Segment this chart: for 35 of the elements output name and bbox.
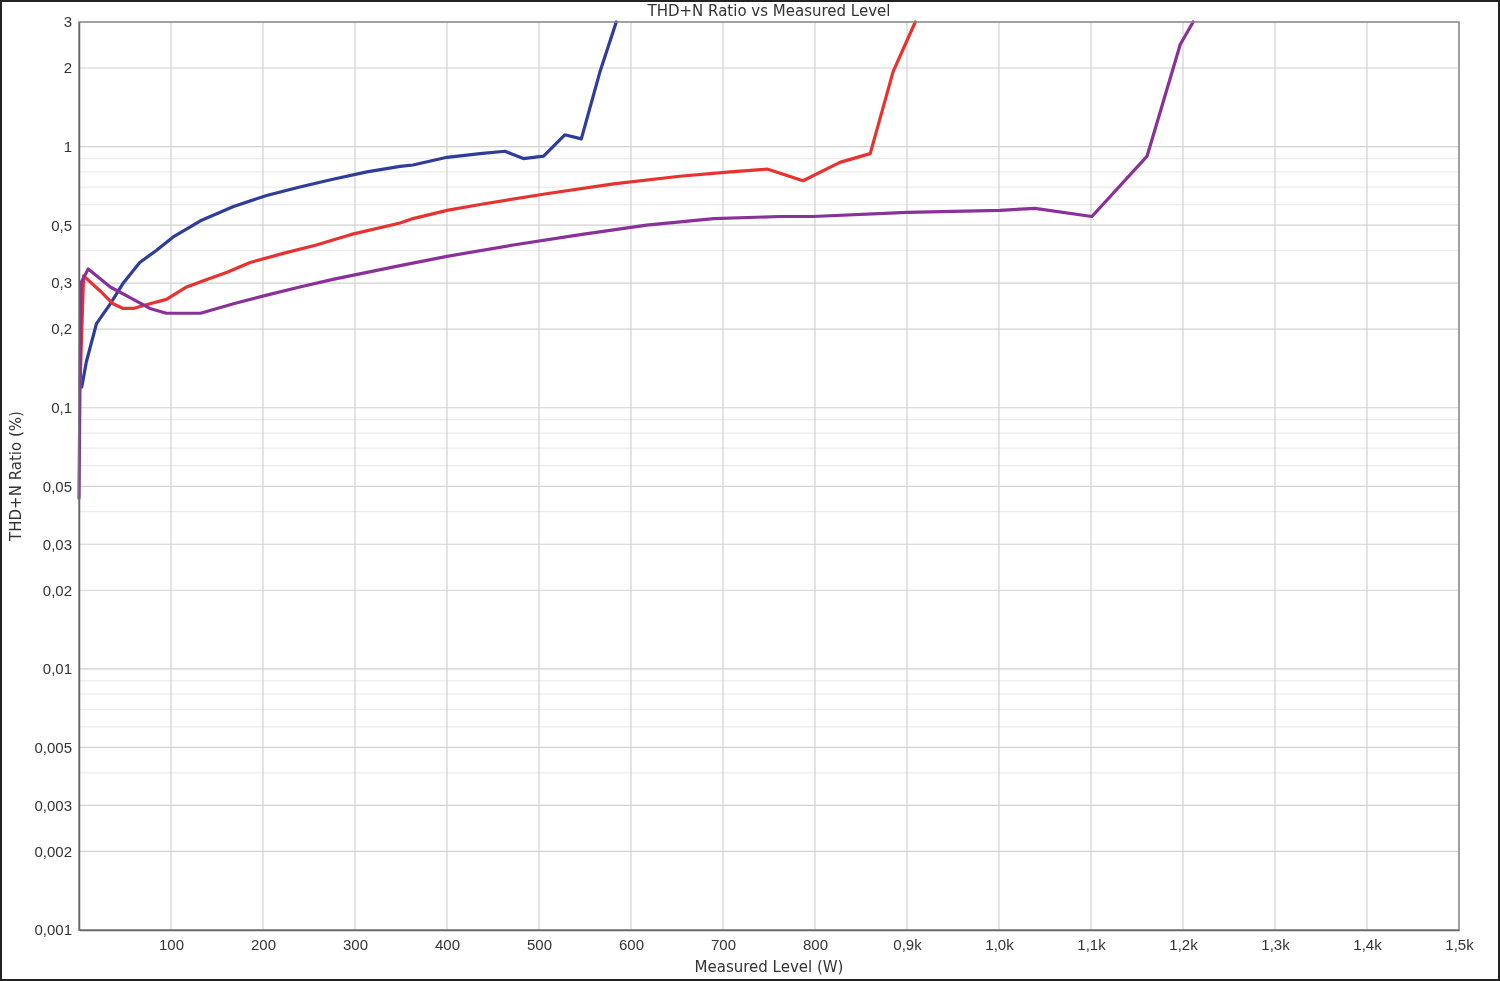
x-tick-label: 700 <box>710 935 737 953</box>
x-axis-title: Measured Level (W) <box>694 958 844 976</box>
x-tick-label: 0,9k <box>893 935 923 953</box>
x-tick-label: 1,0k <box>985 935 1015 953</box>
y-tick-label: 2 <box>63 59 72 77</box>
x-tick-label: 1,4k <box>1353 935 1383 953</box>
line-series <box>77 20 1195 500</box>
y-tick-label: 0,03 <box>42 535 72 553</box>
y-tick-label: 1 <box>63 137 72 155</box>
y-tick-label: 0,3 <box>51 274 72 292</box>
y-tick-label: 0,2 <box>51 320 72 338</box>
y-tick-label: 0,003 <box>34 796 72 814</box>
x-tick-label: 1,3k <box>1261 935 1291 953</box>
x-tick-label: 100 <box>158 935 185 953</box>
y-tick-label: 0,05 <box>42 477 72 495</box>
x-tick-label: 600 <box>618 935 645 953</box>
x-tick-label: 1,5k <box>1445 935 1475 953</box>
x-tick-label: 200 <box>250 935 277 953</box>
x-tick-label: 800 <box>802 935 829 953</box>
y-axis-title: THD+N Ratio (%) <box>7 411 25 542</box>
y-tick-label: 3 <box>63 13 72 31</box>
x-tick-label: 300 <box>342 935 369 953</box>
line-series <box>80 20 618 389</box>
y-tick-label: 0,002 <box>34 842 72 860</box>
y-tick-label: 0,001 <box>34 921 72 939</box>
y-tick-label: 0,5 <box>51 216 72 234</box>
y-tick-label: 0,005 <box>34 738 72 756</box>
y-tick-label: 0,01 <box>42 660 72 678</box>
x-tick-label: 400 <box>434 935 461 953</box>
x-tick-label: 1,2k <box>1169 935 1199 953</box>
x-tick-label: 1,1k <box>1077 935 1107 953</box>
y-tick-label: 0,1 <box>51 399 72 417</box>
x-tick-label: 500 <box>526 935 553 953</box>
y-tick-label: 0,02 <box>42 581 72 599</box>
chart-title: THD+N Ratio vs Measured Level <box>646 2 891 20</box>
